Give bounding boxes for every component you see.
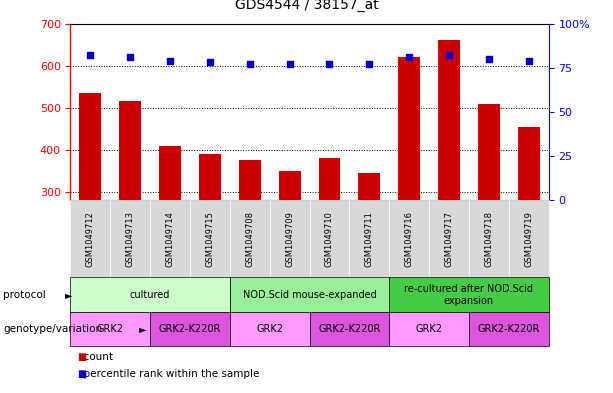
Text: count: count <box>77 352 113 362</box>
Text: GRK2: GRK2 <box>97 324 124 334</box>
Text: GSM1049714: GSM1049714 <box>166 211 175 267</box>
Text: NOD.Scid mouse-expanded: NOD.Scid mouse-expanded <box>243 290 376 300</box>
Text: GRK2: GRK2 <box>416 324 443 334</box>
Point <box>284 61 294 67</box>
Point <box>166 57 175 64</box>
Text: re-cultured after NOD.Scid
expansion: re-cultured after NOD.Scid expansion <box>405 284 533 305</box>
Text: GSM1049711: GSM1049711 <box>365 211 374 267</box>
Text: GRK2-K220R: GRK2-K220R <box>318 324 381 334</box>
Text: GSM1049716: GSM1049716 <box>405 211 414 267</box>
Bar <box>438 40 460 318</box>
Text: GSM1049712: GSM1049712 <box>86 211 95 267</box>
Text: GSM1049708: GSM1049708 <box>245 211 254 267</box>
Bar <box>199 154 221 318</box>
Bar <box>398 57 420 318</box>
Text: GRK2: GRK2 <box>256 324 283 334</box>
Text: ►: ► <box>139 324 146 334</box>
Point <box>484 56 494 62</box>
Text: ■: ■ <box>77 352 86 362</box>
Point <box>205 59 215 66</box>
Point <box>364 61 374 67</box>
Point <box>86 52 96 59</box>
Text: GRK2-K220R: GRK2-K220R <box>478 324 540 334</box>
Bar <box>80 93 101 318</box>
Text: genotype/variation: genotype/variation <box>3 324 102 334</box>
Bar <box>359 173 380 318</box>
Bar <box>159 146 181 318</box>
Text: GSM1049719: GSM1049719 <box>524 211 533 267</box>
Text: GRK2-K220R: GRK2-K220R <box>159 324 221 334</box>
Bar <box>518 127 539 318</box>
Text: GSM1049718: GSM1049718 <box>484 211 493 267</box>
Point <box>444 52 454 59</box>
Point <box>125 54 135 60</box>
Point <box>325 61 335 67</box>
Bar <box>239 160 261 318</box>
Text: GDS4544 / 38157_at: GDS4544 / 38157_at <box>235 0 378 12</box>
Bar <box>120 101 141 318</box>
Text: GSM1049715: GSM1049715 <box>205 211 215 267</box>
Text: GSM1049709: GSM1049709 <box>285 211 294 267</box>
Point <box>524 57 533 64</box>
Bar <box>319 158 340 318</box>
Bar <box>478 104 500 318</box>
Text: GSM1049717: GSM1049717 <box>444 211 454 267</box>
Text: ■: ■ <box>77 369 86 379</box>
Text: protocol: protocol <box>3 290 46 300</box>
Text: percentile rank within the sample: percentile rank within the sample <box>77 369 259 379</box>
Text: ►: ► <box>65 290 72 300</box>
Text: GSM1049713: GSM1049713 <box>126 211 135 267</box>
Text: cultured: cultured <box>130 290 170 300</box>
Bar <box>279 171 300 318</box>
Text: GSM1049710: GSM1049710 <box>325 211 334 267</box>
Point <box>245 61 255 67</box>
Point <box>405 54 414 60</box>
